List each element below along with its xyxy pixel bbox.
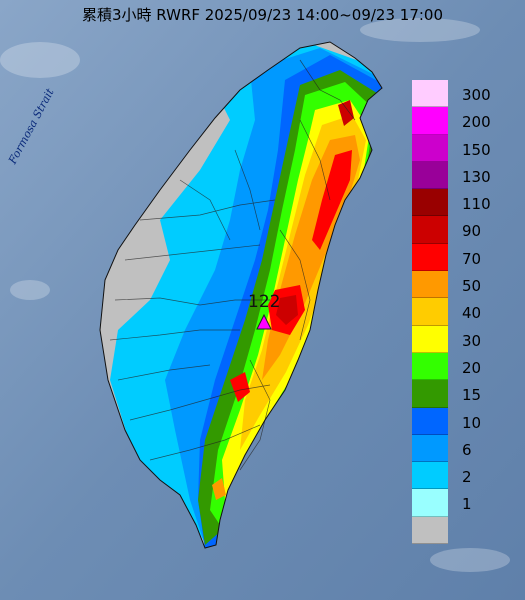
legend-label: 150 bbox=[462, 140, 491, 159]
legend-row: 110 bbox=[412, 189, 512, 217]
legend-row: 130 bbox=[412, 161, 512, 190]
legend-label: 90 bbox=[462, 222, 482, 241]
max-value-label: 122 bbox=[248, 292, 281, 312]
legend-row: 2 bbox=[412, 462, 512, 490]
legend-label: 20 bbox=[462, 358, 482, 377]
legend-row: 200 bbox=[412, 107, 512, 135]
legend-row: 90 bbox=[412, 216, 512, 244]
legend-swatch bbox=[412, 243, 448, 272]
legend-row: 150 bbox=[412, 134, 512, 162]
legend-label: 130 bbox=[462, 167, 491, 186]
legend-swatch bbox=[412, 107, 448, 135]
cloud-texture bbox=[0, 18, 510, 572]
legend-swatch bbox=[412, 189, 448, 217]
legend-row: 30 bbox=[412, 325, 512, 353]
legend-row bbox=[412, 516, 512, 545]
legend-row: 40 bbox=[412, 298, 512, 326]
boundary-lines bbox=[109, 59, 356, 471]
legend-row: 70 bbox=[412, 243, 512, 272]
legend-row: 10 bbox=[412, 407, 512, 435]
legend-swatch bbox=[412, 134, 448, 162]
legend-swatch bbox=[412, 271, 448, 299]
legend-label: 50 bbox=[462, 277, 482, 296]
legend-swatch bbox=[412, 325, 448, 353]
max-triangle-icon bbox=[256, 313, 272, 330]
legend-swatch bbox=[412, 407, 448, 435]
legend-label: 300 bbox=[462, 86, 491, 104]
legend-swatch bbox=[412, 380, 448, 408]
legend-swatch bbox=[412, 161, 448, 190]
legend-row: 1 bbox=[412, 489, 512, 517]
legend-label: 200 bbox=[462, 113, 491, 132]
legend-row: 6 bbox=[412, 434, 512, 463]
legend-swatch bbox=[412, 298, 448, 326]
legend-row: 50 bbox=[412, 271, 512, 299]
legend-swatch bbox=[412, 516, 448, 545]
legend-label: 110 bbox=[462, 195, 491, 214]
legend-label: 10 bbox=[462, 413, 482, 432]
legend-label: 40 bbox=[462, 304, 482, 323]
legend-label: 6 bbox=[462, 440, 472, 459]
legend-label: 30 bbox=[462, 331, 482, 350]
map-title: 累積3小時 RWRF 2025/09/23 14:00~09/23 17:00 bbox=[81, 6, 444, 24]
legend-label: 1 bbox=[462, 495, 472, 514]
rainfall-legend: 300 200 150 130 110 90 70 50 40 30 20 15 10 6 2 1 bbox=[412, 80, 512, 545]
legend-label: 70 bbox=[462, 249, 482, 268]
legend-swatch bbox=[412, 352, 448, 381]
legend-swatch bbox=[412, 80, 448, 108]
legend-row: 15 bbox=[412, 380, 512, 408]
legend-label: 15 bbox=[462, 386, 482, 405]
legend-swatch bbox=[412, 462, 448, 490]
legend-swatch bbox=[412, 434, 448, 463]
legend-row: 20 bbox=[412, 352, 512, 381]
legend-row: 300 bbox=[412, 80, 512, 108]
legend-label: 2 bbox=[462, 468, 472, 487]
legend-swatch bbox=[412, 216, 448, 244]
legend-swatch bbox=[412, 489, 448, 517]
